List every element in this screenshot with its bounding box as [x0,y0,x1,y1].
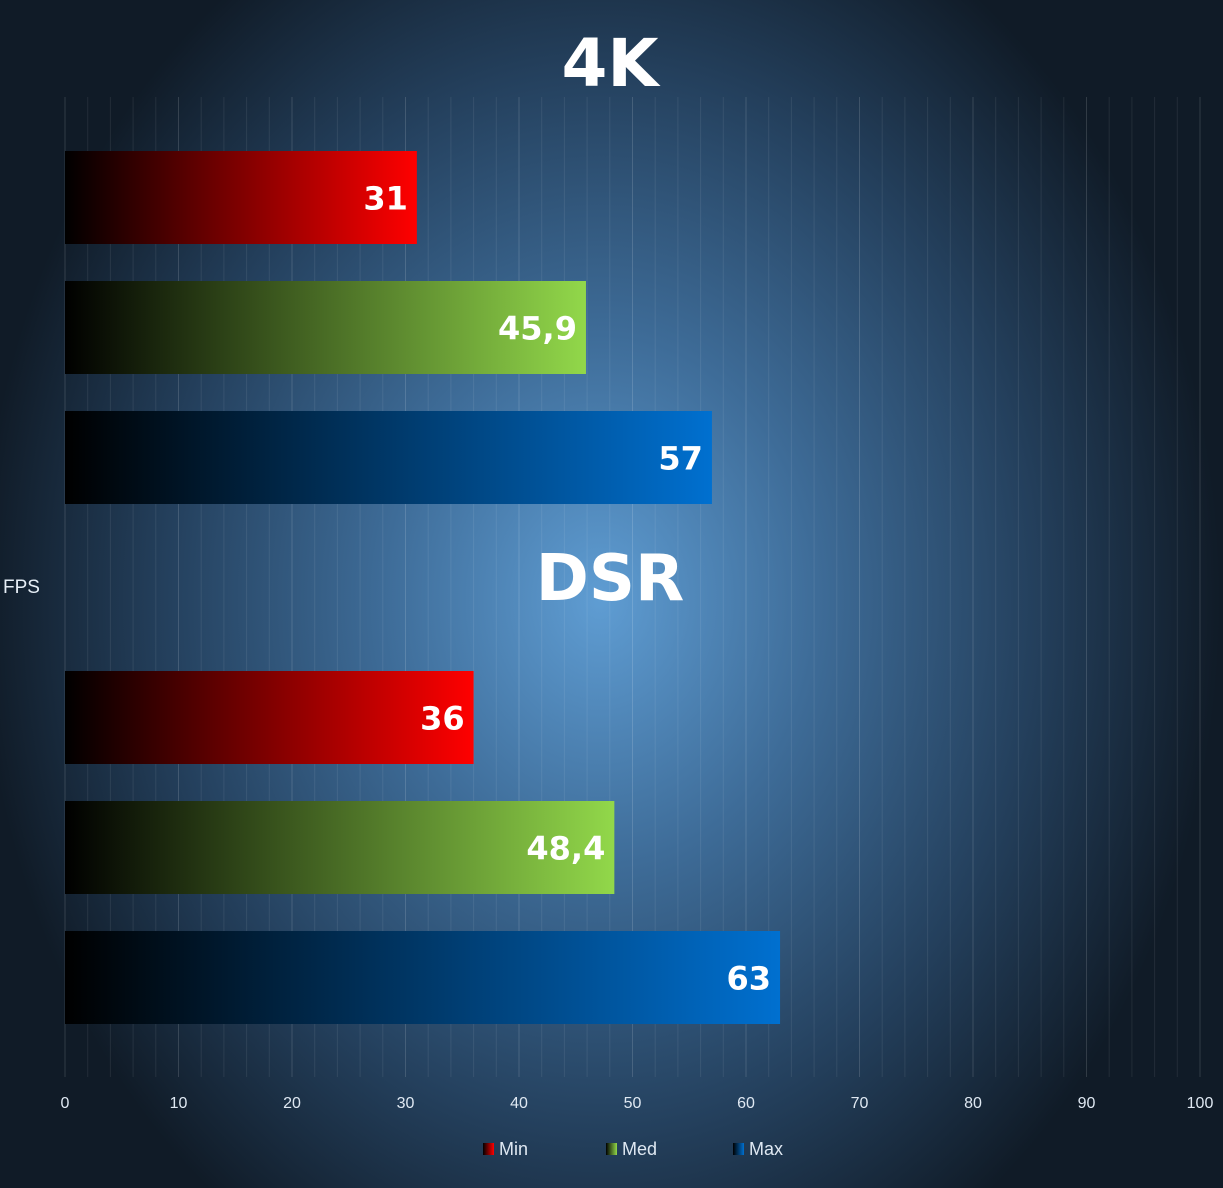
legend-swatch-max [733,1143,744,1155]
gridlines [64,97,1201,1077]
bar-max [65,411,712,504]
legend-swatch-med [606,1143,617,1155]
legend: Min Med Max [483,1139,783,1159]
x-tick-label: 0 [61,1095,70,1112]
bar-value-label: 36 [420,700,465,738]
legend-label: Med [622,1139,657,1159]
x-tick-label: 60 [737,1095,755,1112]
bars: 4K 31 45,9 57 DSR 36 48,4 63 [65,25,781,1024]
x-tick-label: 10 [170,1095,188,1112]
x-tick-label: 20 [283,1095,301,1112]
group-title: 4K [561,25,661,102]
bar-value-label: 57 [658,440,703,478]
bar-min [65,671,474,764]
legend-swatch-min [483,1143,494,1155]
x-tick-label: 70 [851,1095,869,1112]
x-tick-label: 90 [1078,1095,1096,1112]
legend-label: Max [749,1139,783,1159]
y-axis-label: FPS [3,577,40,598]
bar-med [65,801,615,894]
x-tick-label: 100 [1187,1095,1214,1112]
x-tick-label: 30 [397,1095,415,1112]
bar-value-label: 48,4 [526,830,605,868]
bar-med [65,281,586,374]
group-title: DSR [536,542,685,616]
x-tick-label: 40 [510,1095,528,1112]
x-tick-label: 50 [624,1095,642,1112]
bar-value-label: 31 [363,180,408,218]
bar-max [65,931,781,1024]
bar-min [65,151,417,244]
bar-value-label: 45,9 [498,310,577,348]
x-axis: 0 10 20 30 40 50 60 70 80 90 100 [61,1095,1214,1112]
bar-value-label: 63 [727,960,772,998]
x-tick-label: 80 [964,1095,982,1112]
legend-label: Min [499,1139,528,1159]
